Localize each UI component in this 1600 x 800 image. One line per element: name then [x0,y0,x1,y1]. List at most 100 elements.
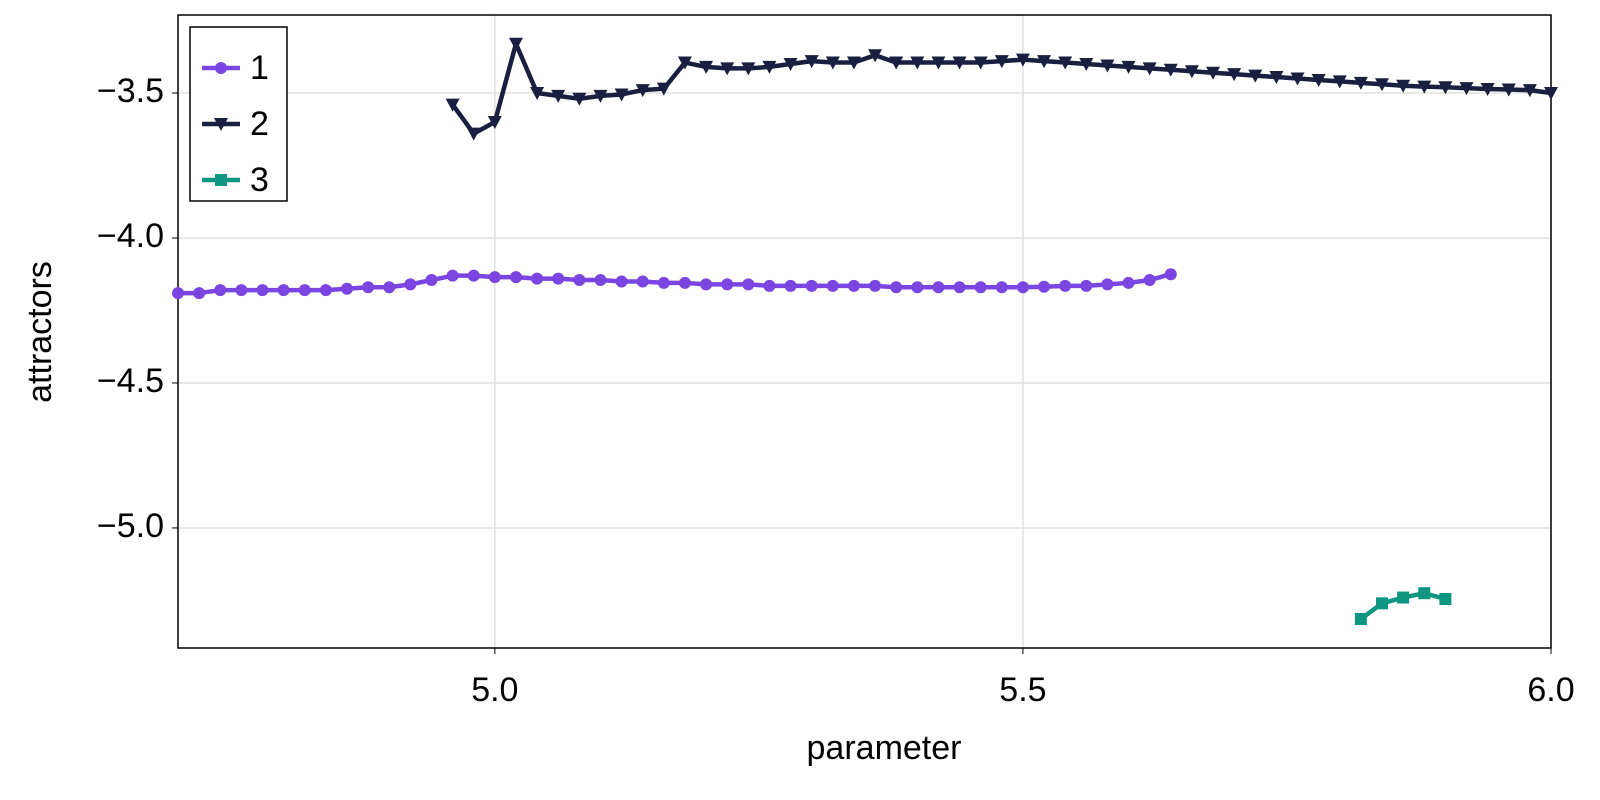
x-tick-label: 5.0 [471,671,518,709]
point [1354,613,1367,626]
point [784,279,797,292]
point [615,275,628,288]
point [931,56,946,70]
point [783,58,798,72]
point [869,279,882,292]
point [847,279,860,292]
point [868,49,883,63]
point [446,269,459,282]
point [636,275,649,288]
y-axis-label: attractors [21,261,59,403]
point [804,55,819,69]
x-axis-label: parameter [807,729,962,767]
point [1038,280,1051,293]
point [193,287,206,300]
point [1059,279,1072,292]
point [1376,597,1389,610]
y-tick-label: −3.5 [97,72,164,110]
point [742,278,755,291]
point [720,62,735,76]
point [911,281,924,294]
legend-marker [215,62,227,74]
point [763,279,776,292]
legend-marker [215,174,227,186]
legend: 1 2 3 [189,26,288,202]
y-tick-label: −4.0 [97,217,164,255]
point [1375,78,1390,92]
point [825,56,840,70]
point [593,89,608,103]
point [677,56,692,70]
point [1248,69,1263,83]
x-tick-label: 6.0 [1527,671,1574,709]
point [1142,62,1157,76]
point [1439,592,1452,605]
point [488,271,501,284]
point [1353,76,1368,90]
point [1163,63,1178,77]
point [1058,56,1073,70]
point [467,269,480,282]
point [994,55,1009,69]
point [1079,58,1094,72]
point [1480,82,1495,96]
point [594,274,607,287]
point [1184,65,1199,79]
point [1016,281,1029,294]
point [1122,276,1135,289]
point [298,284,311,297]
point [277,284,290,297]
point [973,56,988,70]
y-tick-label: −4.5 [97,362,164,400]
point [952,56,967,70]
point [656,82,671,96]
point [1544,87,1558,101]
point [1417,80,1432,94]
point [551,89,566,103]
point [762,60,777,74]
point [487,115,502,129]
point [425,274,438,287]
plot-frame [177,14,1552,649]
point [1396,79,1411,93]
point [531,272,544,285]
point [572,92,587,106]
point [635,84,650,98]
legend-box [189,26,288,202]
point [1290,72,1305,86]
point [1227,68,1242,82]
point [1332,75,1347,89]
point [509,271,522,284]
point [1164,268,1177,281]
point [508,37,523,51]
point [1037,55,1052,69]
point [721,278,734,291]
point [340,282,353,295]
point [1501,83,1516,97]
point [573,274,586,287]
legend-label: 3 [250,161,269,199]
point [1080,279,1093,292]
point [172,287,184,300]
point [235,284,248,297]
point [214,284,227,297]
point [1438,81,1453,95]
point [953,281,966,294]
legend-marker [214,118,228,131]
legend-label: 1 [250,49,269,87]
point [1311,73,1326,87]
point [846,56,861,70]
point [1397,591,1410,604]
point [256,284,269,297]
point [1015,53,1030,67]
point [1100,59,1115,73]
point [1522,84,1537,98]
point [362,281,375,294]
point [974,281,987,294]
y-tick-label: −5.0 [97,507,164,545]
point [1459,82,1474,96]
point [657,276,670,289]
point [530,87,545,101]
point [1121,60,1136,74]
